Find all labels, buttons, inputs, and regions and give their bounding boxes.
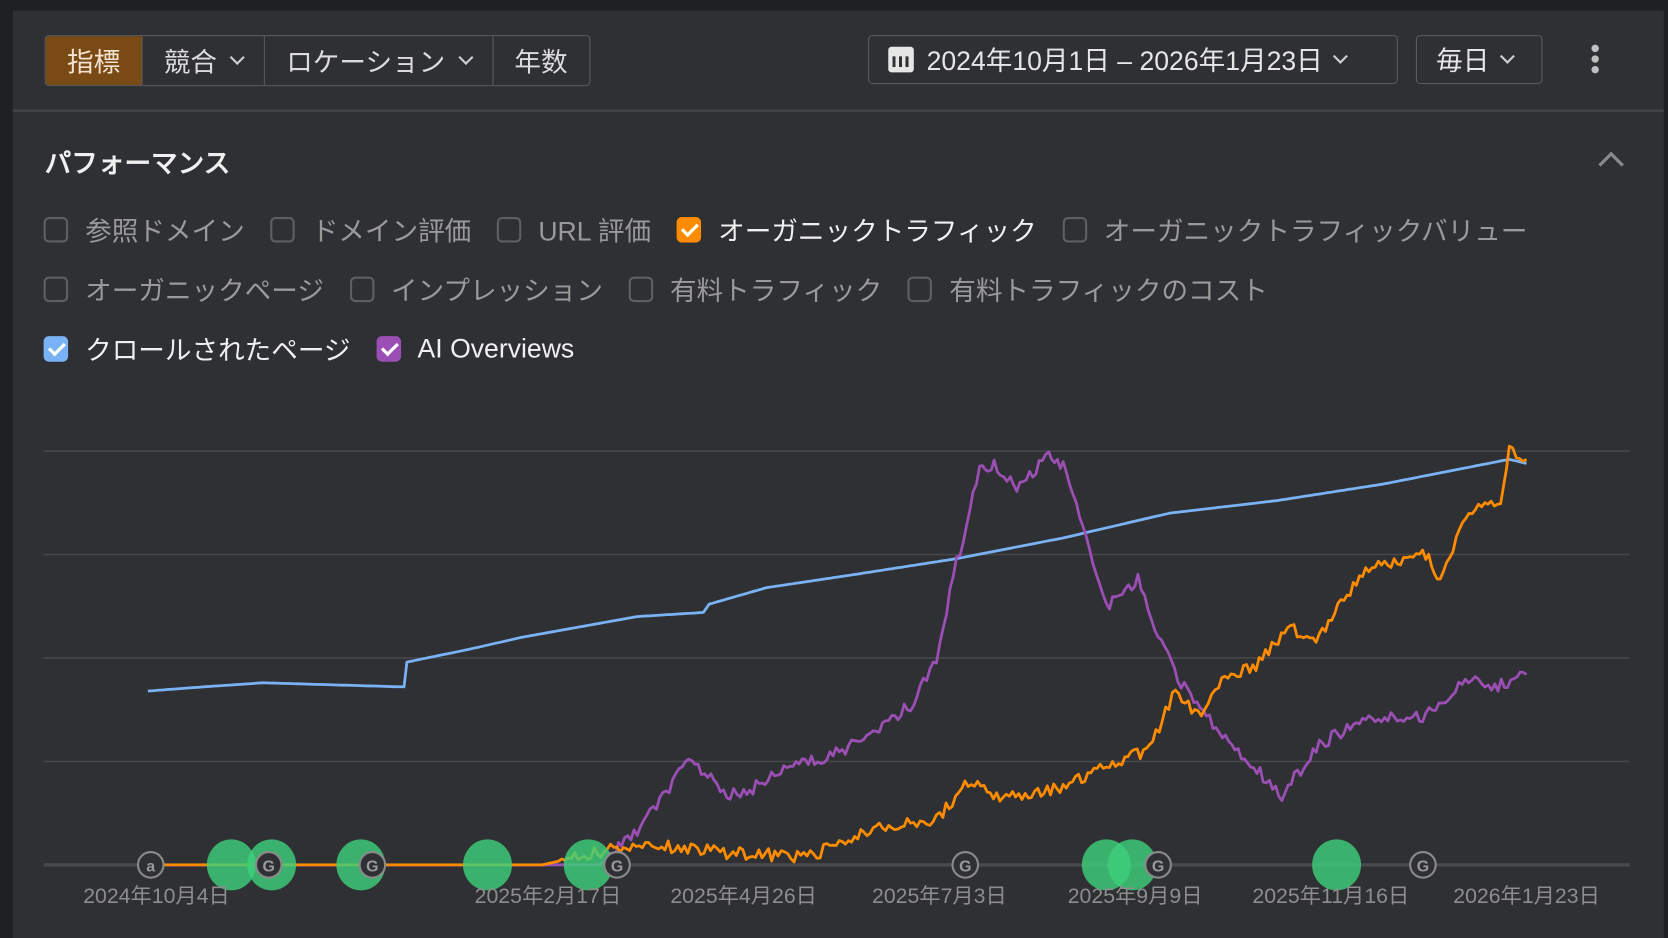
checkbox-checked-icon[interactable]	[376, 336, 401, 362]
checkbox-unchecked-icon[interactable]	[43, 217, 69, 243]
tab-metrics[interactable]: 指標	[45, 36, 143, 86]
metric-row: オーガニックページ インプレッション 有料トラフィック 有料トラフィックのコスト	[43, 270, 1268, 308]
metric-label: オーガニックトラフィックバリュー	[1103, 217, 1528, 247]
event-marker	[1107, 839, 1157, 891]
google-update-icon	[1409, 851, 1437, 879]
date-range-button[interactable]: 2024年10月1日 – 2026年1月23日	[868, 35, 1398, 85]
metric-checkbox[interactable]: AI Overviews	[376, 330, 574, 368]
metric-checkbox[interactable]: クロールされたページ	[43, 330, 351, 368]
tab-label: ロケーション	[286, 47, 446, 78]
x-tick-label: 2025年7月3日	[872, 884, 1007, 908]
checkbox-checked-icon[interactable]	[676, 217, 702, 243]
checkbox-unchecked-icon[interactable]	[496, 217, 522, 243]
interval-label: 毎日	[1436, 46, 1490, 77]
checkbox-checked-icon[interactable]	[43, 336, 69, 362]
metric-checkbox[interactable]: オーガニックページ	[43, 270, 324, 308]
view-tabs: 指標 競合 ロケーション 年数	[44, 35, 590, 87]
marker-glyph: G	[959, 858, 971, 875]
metric-checkbox[interactable]: 参照ドメイン	[43, 211, 245, 249]
marker-glyph: G	[1152, 858, 1164, 875]
event-marker	[463, 839, 512, 891]
google-update-icon	[254, 851, 283, 879]
series-line-0	[147, 457, 1527, 693]
google-update-icon	[603, 851, 631, 879]
google-update-icon	[951, 851, 980, 879]
event-marker	[563, 839, 613, 891]
annotation-icon	[136, 851, 165, 879]
interval-select[interactable]: 毎日	[1415, 35, 1543, 85]
metric-label: 参照ドメイン	[85, 217, 245, 247]
metric-label: 有料トラフィック	[669, 276, 883, 307]
section-title: パフォーマンス	[44, 148, 231, 179]
google-update-icon	[1144, 851, 1172, 879]
metric-checkbox[interactable]: URL 評価	[496, 211, 652, 249]
marker-glyph: G	[1417, 858, 1429, 875]
x-tick-label: 2026年1月23日	[1453, 884, 1600, 908]
x-tick-label: 2025年4月26日	[670, 884, 817, 908]
metric-checkbox[interactable]: インプレッション	[349, 270, 603, 308]
metric-checkbox[interactable]: 有料トラフィックのコスト	[907, 270, 1268, 308]
metric-row: 参照ドメイン ドメイン評価 URL 評価 オーガニックトラフィック オーガニックトラフィ…	[43, 211, 1527, 249]
metric-label: クロールされたページ	[85, 336, 351, 366]
marker-glyph: a	[146, 858, 155, 875]
x-tick-label: 2025年9月9日	[1068, 884, 1203, 908]
marker-glyph: G	[263, 858, 275, 875]
metric-label: AI Overviews	[417, 333, 575, 364]
event-marker	[206, 839, 256, 891]
x-tick-label: 2025年11月16日	[1252, 884, 1409, 908]
tab-label: 競合	[163, 47, 218, 78]
metric-label: インプレッション	[390, 276, 603, 307]
marker-glyph: G	[611, 858, 623, 875]
tab-location[interactable]: ロケーション	[265, 36, 494, 86]
google-update-icon	[358, 851, 387, 879]
metric-row: クロールされたページ AI Overviews	[43, 330, 575, 368]
tab-years[interactable]: 年数	[493, 36, 589, 85]
checkbox-unchecked-icon[interactable]	[270, 217, 295, 243]
performance-panel	[12, 10, 1664, 938]
checkbox-unchecked-icon[interactable]	[907, 276, 933, 303]
metric-checkbox[interactable]: オーガニックトラフィックバリュー	[1062, 211, 1527, 249]
metric-label: オーガニックトラフィック	[718, 217, 1037, 247]
x-tick-label: 2025年2月17日	[475, 884, 622, 908]
checkbox-unchecked-icon[interactable]	[43, 276, 69, 303]
marker-glyph: G	[366, 858, 378, 875]
metric-label: 有料トラフィックのコスト	[949, 276, 1268, 307]
metric-label: ドメイン評価	[311, 217, 472, 247]
series-line-2	[147, 444, 1528, 867]
metric-checkbox[interactable]: オーガニックトラフィック	[676, 211, 1037, 249]
metric-label: URL 評価	[538, 217, 652, 247]
event-marker	[1312, 839, 1362, 891]
tab-label: 指標	[67, 47, 121, 78]
date-range-label: 2024年10月1日 – 2026年1月23日	[926, 46, 1323, 77]
tab-label: 年数	[514, 47, 568, 78]
tab-competitors[interactable]: 競合	[143, 36, 265, 86]
checkbox-unchecked-icon[interactable]	[349, 276, 374, 303]
more-vertical-icon[interactable]	[1589, 44, 1600, 74]
checkbox-unchecked-icon[interactable]	[628, 276, 653, 303]
calendar-icon	[888, 46, 914, 73]
metric-label: オーガニックページ	[85, 276, 324, 307]
metric-checkbox[interactable]: ドメイン評価	[270, 211, 471, 249]
metric-checkbox[interactable]: 有料トラフィック	[628, 270, 882, 308]
x-tick-label: 2024年10月4日	[83, 884, 230, 908]
checkbox-unchecked-icon[interactable]	[1062, 217, 1087, 243]
divider	[12, 109, 1664, 112]
